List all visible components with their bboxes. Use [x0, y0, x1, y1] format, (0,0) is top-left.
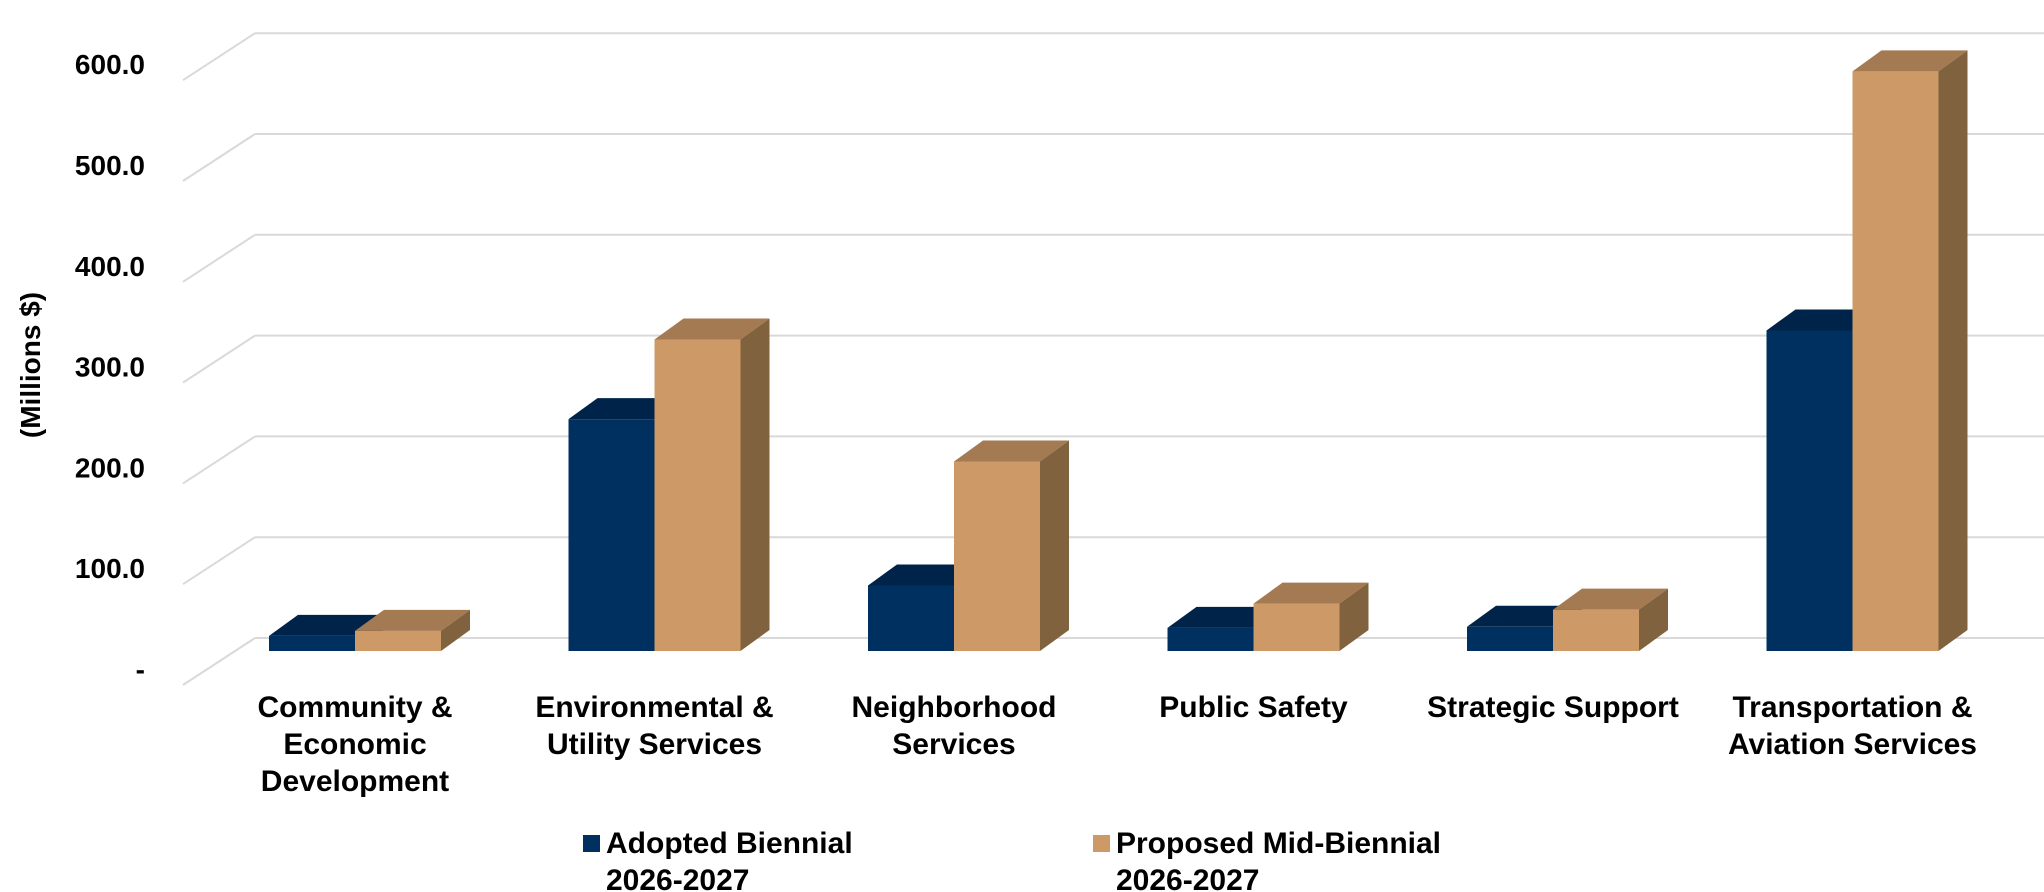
y-tick-label: 300.0 [75, 352, 145, 383]
y-tick-label: 500.0 [75, 150, 145, 181]
bar-front [654, 339, 741, 651]
bar-top [954, 440, 1069, 462]
gridline-diagonal [182, 233, 256, 283]
bar-side [1938, 50, 1968, 651]
y-tick-label: 100.0 [75, 553, 145, 584]
gridline-diagonal [182, 133, 256, 182]
bar-front [1253, 603, 1340, 651]
legend-swatch [1093, 835, 1110, 852]
legend: Adopted Biennial 2026-2027 Proposed Mid-Bi… [583, 827, 1441, 892]
legend-label: 2026-2027 [1116, 864, 1259, 892]
bar-front [355, 630, 441, 651]
bar-side [441, 609, 470, 651]
gridline-diagonal [182, 637, 256, 686]
y-axis-ticks: - 100.0 200.0 300.0 400.0 500.0 600.0 [75, 49, 145, 685]
bar-front [1766, 330, 1853, 651]
bar-side [1339, 582, 1369, 651]
category-label: Public Safety [1159, 691, 1348, 724]
category-label: Community & [258, 691, 453, 724]
category-label: Services [892, 728, 1015, 761]
bar-side [1040, 440, 1069, 651]
gridlines [182, 32, 2044, 686]
bar-front [269, 635, 355, 651]
y-axis-label: (Millions $) [15, 292, 46, 438]
bar-front [1852, 71, 1939, 651]
legend-swatch [583, 835, 600, 852]
bar-top [1253, 582, 1369, 604]
bar-front [954, 461, 1040, 651]
bar-front [1467, 626, 1553, 651]
y-tick-label: 400.0 [75, 251, 145, 282]
bar-front [1167, 627, 1254, 651]
bar-top [355, 609, 470, 631]
gridline-diagonal [182, 334, 256, 384]
bars [269, 50, 1968, 651]
bar-top [1553, 588, 1668, 610]
legend-label: Proposed Mid-Biennial [1116, 827, 1441, 860]
category-label: Neighborhood [852, 691, 1057, 724]
category-label: Strategic Support [1427, 691, 1679, 724]
gridline-diagonal [182, 536, 256, 586]
category-label: Utility Services [547, 728, 762, 761]
gridline-diagonal [182, 435, 256, 485]
category-label: Transportation & [1732, 691, 1972, 724]
category-label: Aviation Services [1728, 728, 1977, 761]
bar-front [868, 585, 954, 651]
bar-top [1852, 50, 1968, 72]
category-label: Development [261, 765, 449, 798]
legend-label: 2026-2027 [606, 864, 749, 892]
y-tick-label: 200.0 [75, 452, 145, 483]
category-label: Environmental & [535, 691, 773, 724]
bar-front [568, 419, 655, 651]
bar-top [269, 614, 384, 636]
gridline-diagonal [182, 32, 256, 82]
bar-side [1639, 588, 1668, 651]
category-labels: Community & Economic Development Environmen… [258, 691, 1978, 798]
bar-side [740, 318, 770, 651]
bar-top [654, 318, 770, 340]
bar-front [1553, 609, 1639, 651]
category-label: Economic [283, 728, 426, 761]
legend-label: Adopted Biennial [606, 827, 853, 860]
y-tick-label: 600.0 [75, 49, 145, 80]
y-tick-label: - [136, 654, 145, 685]
